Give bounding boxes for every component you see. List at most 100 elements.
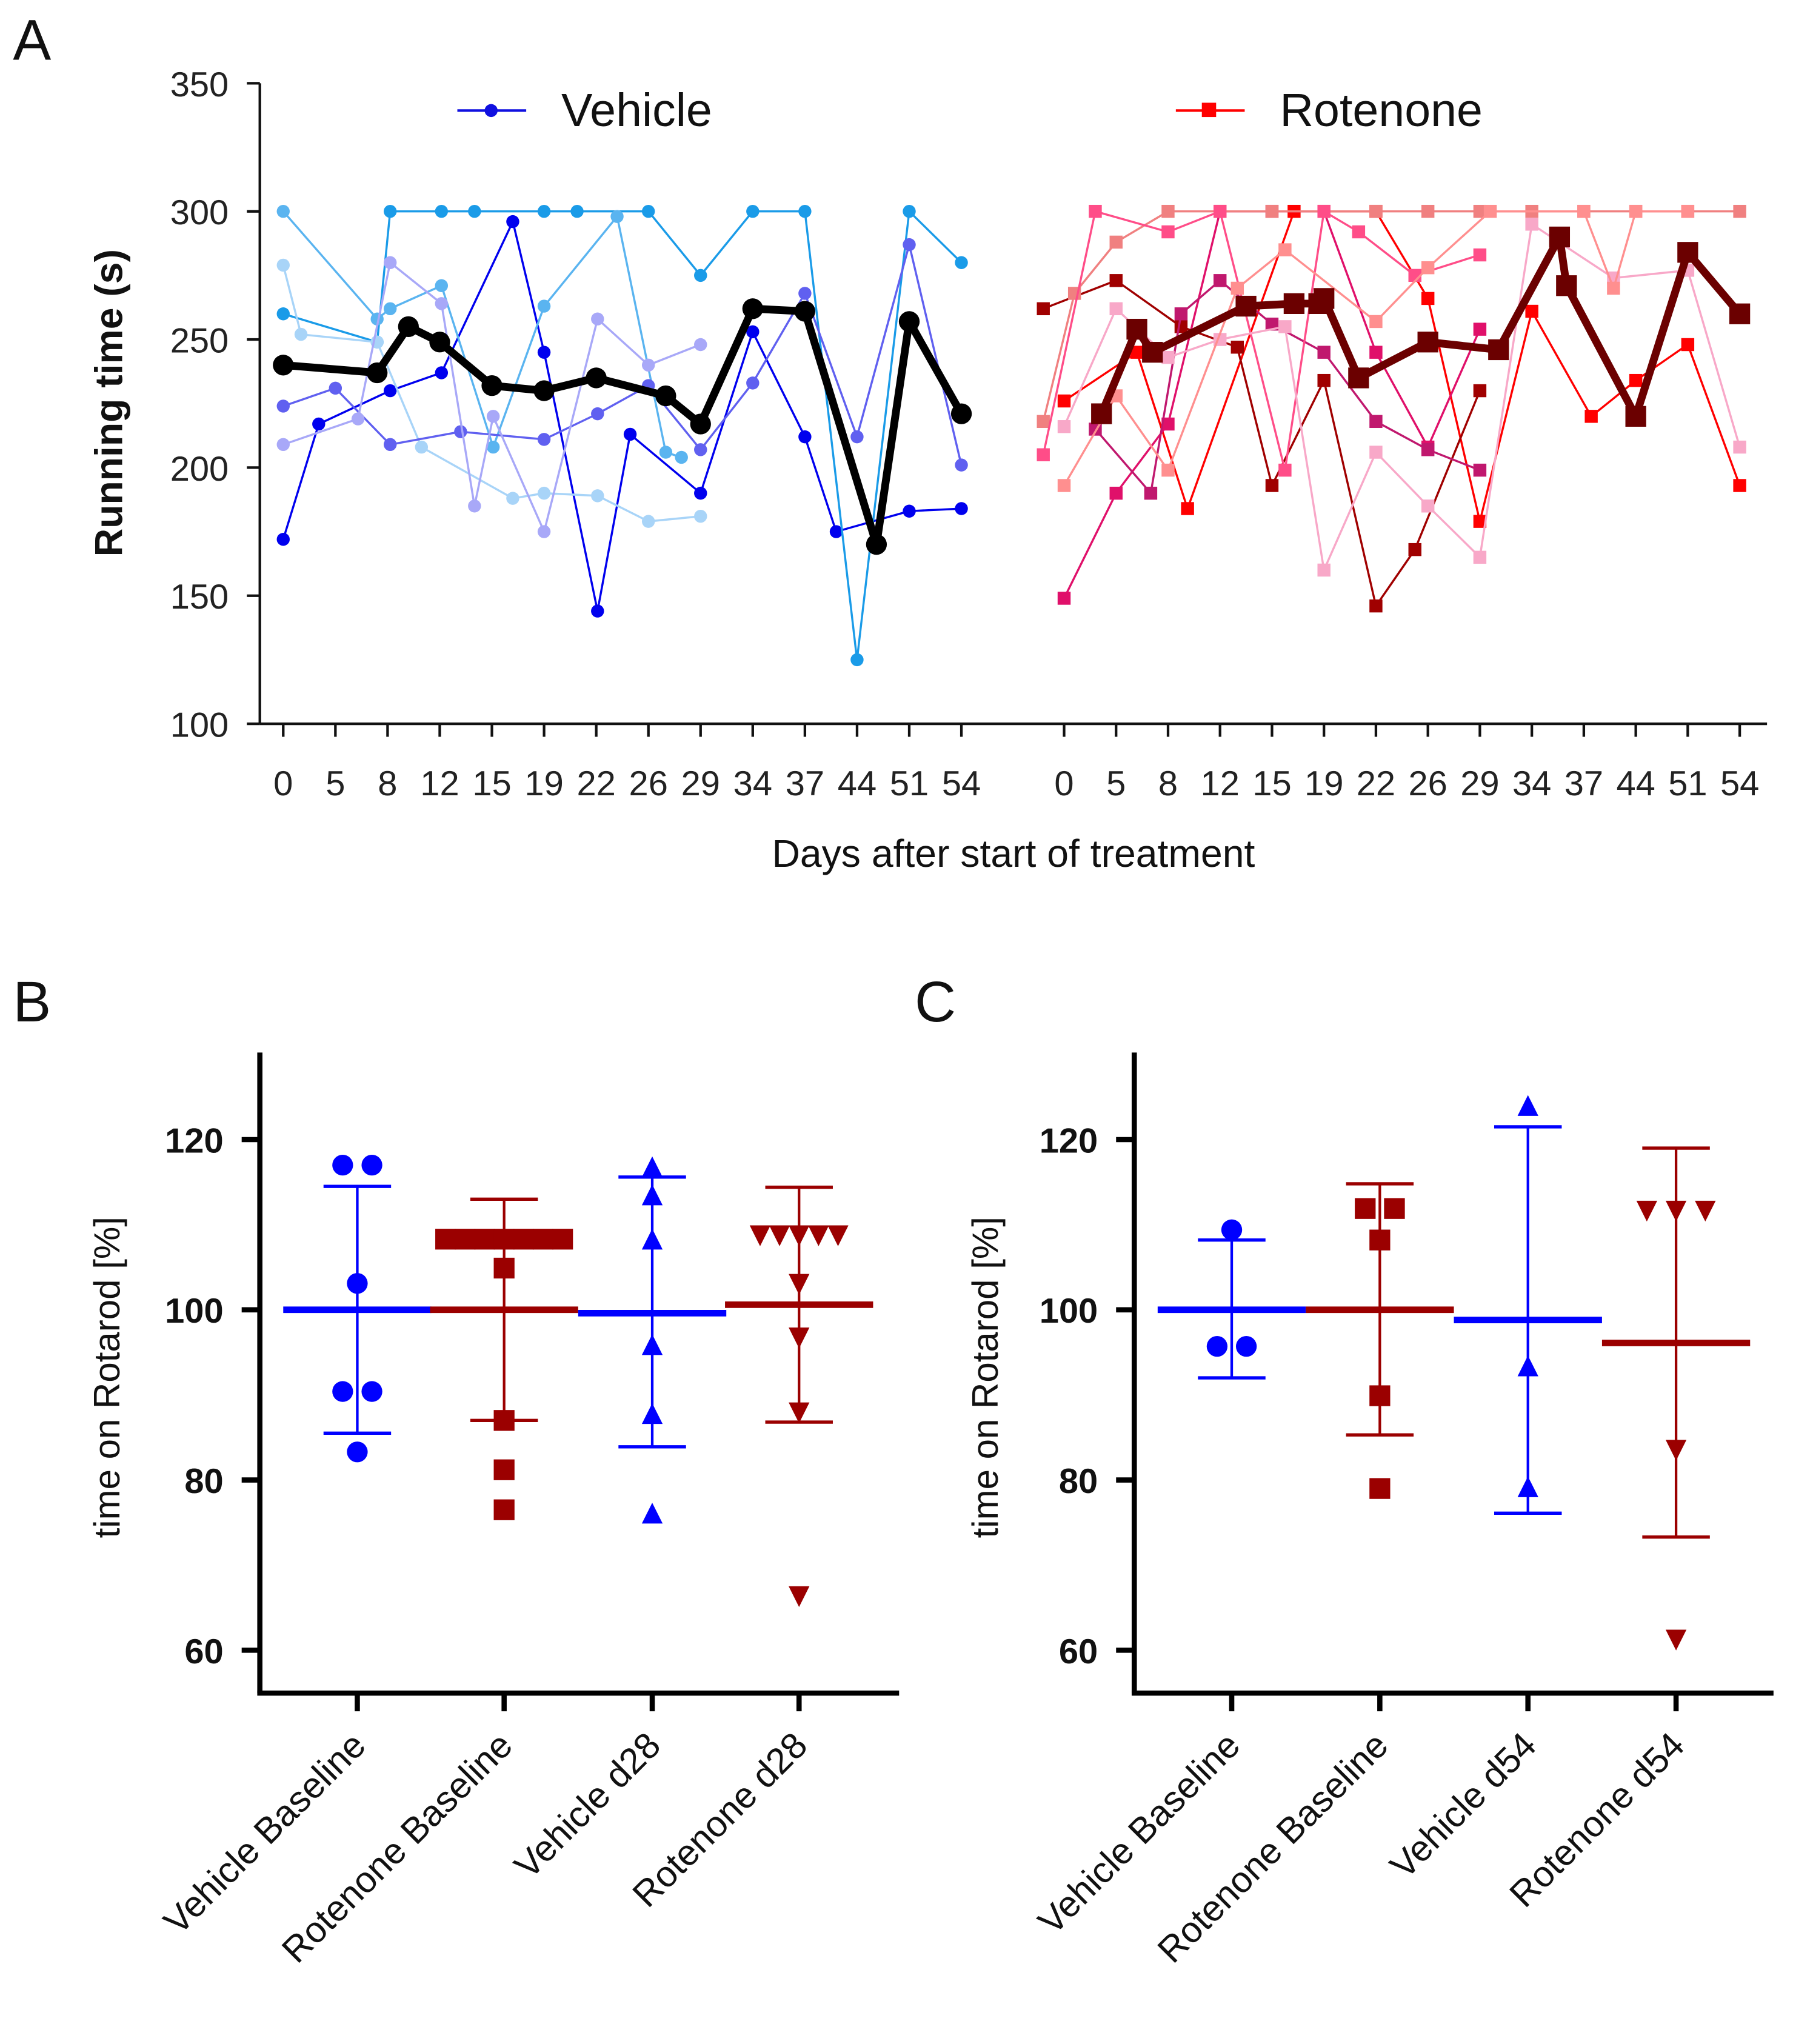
rotenone-mean-point [1235, 295, 1257, 317]
vehicle-animal-6-point [591, 312, 604, 326]
rotenone-animal-7-point [1057, 420, 1071, 433]
rotenone-animal-4-point [1733, 204, 1746, 218]
x-tick-label: 44 [1616, 764, 1655, 803]
data-point [769, 1225, 790, 1246]
rotenone-animal-1-point [1629, 373, 1643, 387]
rotenone-animal-3-point [1473, 384, 1487, 398]
rotenone-animal-2-point [1161, 417, 1175, 431]
vehicle-animal-4-point [641, 515, 655, 528]
vehicle-animal-6-point [486, 410, 500, 423]
data-point [827, 1225, 849, 1246]
data-point [789, 1402, 810, 1423]
rotenone-animal-7-point [1525, 218, 1538, 231]
y-tick-label: 80 [184, 1462, 223, 1501]
rotenone-animal-8-point [1577, 204, 1591, 218]
rotenone-animal-1-point [1525, 304, 1538, 318]
vehicle-animal-5-point [383, 438, 397, 452]
rotenone-animal-5-point [1144, 486, 1158, 500]
rotenone-animal-3 [1037, 274, 1487, 613]
rotenone-animal-3-point [1317, 373, 1331, 387]
vehicle-animal-2-point [468, 204, 481, 218]
y-tick-label: 150 [170, 578, 229, 616]
vehicle-animal-5-point [694, 443, 707, 456]
vehicle-animal-2-point [903, 204, 916, 218]
rotenone-animal-7-point [1733, 440, 1746, 454]
data-point [532, 1229, 554, 1250]
group-vehicle-baseline [283, 1154, 432, 1463]
data-point [1517, 1355, 1538, 1377]
vehicle-animal-2 [276, 204, 968, 667]
y-tick-label: 120 [165, 1121, 224, 1160]
rotenone-animal-3-point [1230, 340, 1244, 354]
rotenone-animal-2-point [1473, 322, 1487, 336]
vehicle-animal-3-point [486, 440, 500, 454]
vehicle-animal-6-point [694, 338, 707, 352]
vehicle-mean-point [367, 362, 388, 384]
y-tick-label: 100 [165, 1292, 224, 1331]
data-point [1636, 1200, 1658, 1222]
data-point [493, 1229, 515, 1250]
x-tick-label: 12 [1201, 764, 1240, 803]
rotenone-animal-8-point [1421, 261, 1435, 275]
rotenone-animal-5-point [1174, 307, 1188, 321]
rotenone-animal-5-point [1214, 274, 1227, 287]
rotenone-animal-7-point [1278, 320, 1292, 333]
vehicle-animal-6-line [282, 261, 701, 533]
rotenone-animal-8-point [1278, 243, 1292, 256]
legend-rotenone-marker [1201, 102, 1217, 118]
rotenone-animal-4-point [1109, 235, 1123, 249]
data-point [641, 1184, 663, 1206]
vehicle-animal-4-point [506, 492, 519, 505]
rotenone-animal-6 [1037, 204, 1487, 477]
x-tick-label: 51 [890, 764, 929, 803]
rotenone-animal-4-point [1265, 204, 1279, 218]
rotenone-mean-point [1488, 339, 1509, 361]
rotenone-animal-5-point [1265, 317, 1279, 331]
rotenone-animal-2-point [1109, 486, 1123, 500]
rotenone-animal-1-line [1063, 210, 1741, 523]
rotenone-animal-5-point [1317, 346, 1331, 359]
rotenone-animal-8-point [1161, 463, 1175, 477]
x-tick-label: 37 [1564, 764, 1603, 803]
vehicle-animal-5-point [329, 381, 342, 395]
rotenone-animal-8-point [1629, 204, 1643, 218]
vehicle-animal-4-point [591, 489, 604, 503]
data-point [641, 1334, 663, 1355]
vehicle-animal-5-point [746, 376, 760, 390]
data-point [361, 1154, 382, 1176]
rotenone-animal-7-point [1161, 350, 1175, 364]
vehicle-animal-4-point [694, 509, 707, 523]
group-rotenone-baseline [1306, 1182, 1454, 1499]
data-point [1369, 1229, 1391, 1251]
rotenone-animal-5 [1089, 274, 1487, 500]
vehicle-animal-6-point [641, 358, 655, 372]
panel-a-x-axis-label: Days after start of treatment [772, 832, 1255, 875]
data-point [1665, 1629, 1687, 1651]
x-tick-label: 34 [1512, 764, 1551, 803]
vehicle-animal-1-point [798, 430, 812, 444]
vehicle-animal-2-point [694, 269, 707, 282]
rotenone-mean-point [1556, 275, 1577, 296]
rotenone-animal-6-point [1161, 225, 1175, 239]
rotenone-animal-2-point [1369, 346, 1383, 359]
legend-rotenone-label: Rotenone [1280, 84, 1483, 136]
x-tick-label: 0 [273, 764, 293, 803]
vehicle-mean-point [742, 298, 763, 319]
vehicle-mean-point [655, 385, 676, 407]
vehicle-animal-3-point [675, 450, 688, 464]
rotenone-mean-point [1283, 293, 1305, 315]
rotenone-animal-3-point [1109, 274, 1123, 287]
data-point [1355, 1198, 1376, 1219]
legend-rotenone: Rotenone [1175, 84, 1483, 136]
vehicle-animal-6-point [276, 438, 290, 452]
vehicle-animal-5-point [955, 458, 968, 472]
rotenone-mean-point [1417, 332, 1438, 353]
vehicle-animal-6-point [351, 412, 365, 426]
x-tick-label: 8 [378, 764, 397, 803]
vehicle-animal-3-line [282, 210, 682, 459]
rotenone-animal-1 [1057, 204, 1746, 528]
